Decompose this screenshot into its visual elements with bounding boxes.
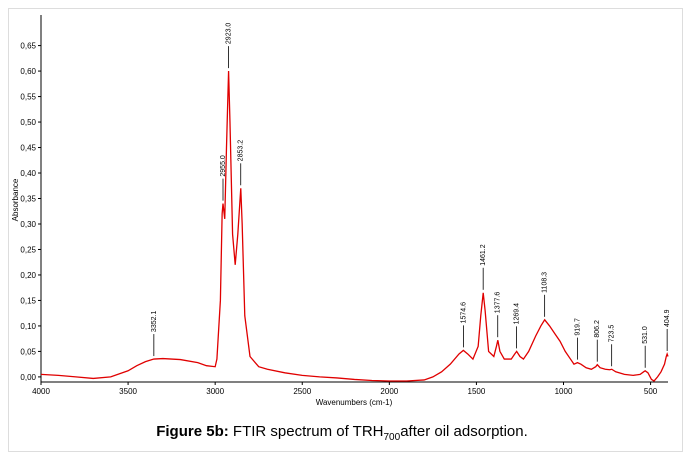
peak-label: 1108.3: [542, 272, 549, 293]
x-tick-label: 3000: [206, 387, 224, 396]
peak-label: 3352.1: [151, 311, 158, 333]
caption-rest: after oil adsorption.: [400, 423, 528, 440]
peak-label: 1269.4: [514, 303, 521, 325]
x-tick-label: 2000: [380, 387, 398, 396]
y-tick-label: 0,05: [20, 347, 36, 356]
y-tick-label: 0,65: [20, 42, 36, 51]
peak-label: 404.9: [664, 309, 671, 327]
caption: Figure 5b: FTIR spectrum of TRH700after …: [156, 423, 528, 443]
y-tick-label: 0,45: [20, 144, 36, 153]
y-tick-label: 0,15: [20, 296, 36, 305]
peak-label: 1461.2: [480, 244, 487, 266]
peak-label: 2923.0: [226, 23, 233, 45]
y-tick-label: 0,40: [20, 169, 36, 178]
y-tick-label: 0,25: [20, 245, 36, 254]
peak-label: 723.5: [609, 325, 616, 343]
y-tick-label: 0,55: [20, 93, 36, 102]
x-tick-label: 2500: [293, 387, 311, 396]
frame: [8, 8, 683, 452]
peak-label: 806.2: [594, 320, 601, 338]
caption-label: Figure 5b:: [156, 423, 229, 440]
spectrum-line: [40, 71, 669, 382]
caption-text: FTIR spectrum of TRH: [233, 423, 384, 440]
x-tick-label: 3500: [119, 387, 137, 396]
y-tick-label: 0,30: [20, 220, 36, 229]
x-tick-label: 4000: [32, 387, 50, 396]
peak-label: 2955.0: [220, 155, 227, 177]
peak-label: 531.0: [642, 326, 649, 344]
peak-label: 1377.6: [495, 292, 502, 314]
caption-subscript: 700: [384, 432, 401, 443]
y-tick-label: 0,50: [20, 118, 36, 127]
x-axis-label: Wavenumbers (cm-1): [316, 398, 393, 407]
y-tick-label: 0,35: [20, 195, 36, 204]
y-axis-label: Absorbance: [11, 178, 20, 221]
x-tick-label: 1000: [555, 387, 573, 396]
peak-label: 919.7: [574, 318, 581, 336]
peak-label: 1574.6: [460, 302, 467, 324]
y-tick-label: 0,00: [20, 373, 36, 382]
peak-label: 2853.2: [238, 140, 245, 162]
x-tick-label: 500: [644, 387, 658, 396]
x-tick-label: 1500: [468, 387, 486, 396]
y-tick-label: 0,10: [20, 322, 36, 331]
y-tick-label: 0,60: [20, 67, 36, 76]
y-tick-label: 0,20: [20, 271, 36, 280]
